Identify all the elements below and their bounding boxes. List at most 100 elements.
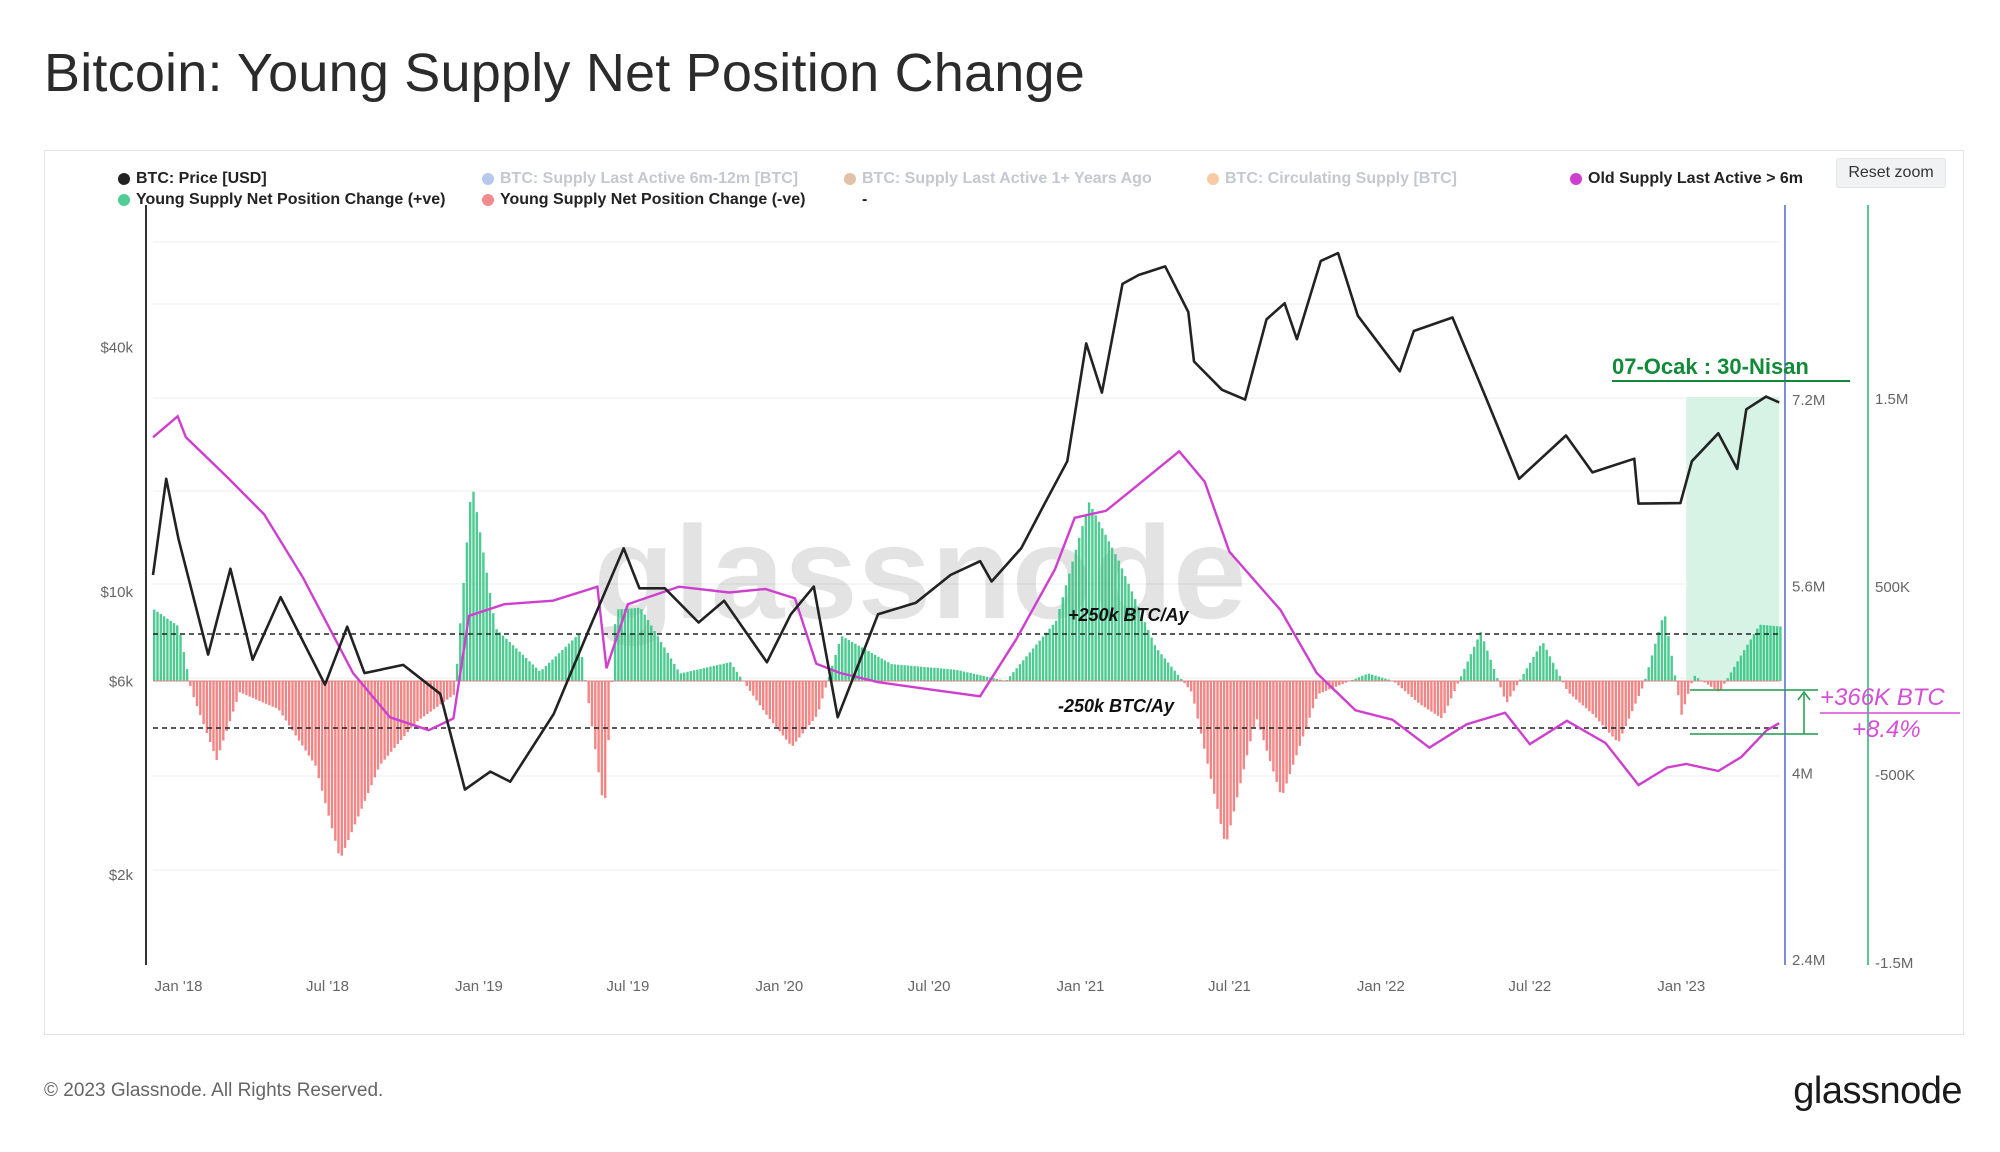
- net-position-bar: [620, 609, 623, 681]
- net-position-bar: [215, 681, 218, 760]
- net-position-bar: [798, 681, 801, 738]
- net-position-bar: [1035, 644, 1038, 681]
- net-position-bar: [1588, 681, 1591, 712]
- legend-item-price[interactable]: BTC: Price [USD]: [118, 170, 267, 188]
- net-position-bar: [192, 681, 195, 698]
- net-position-bar: [446, 681, 449, 700]
- net-position-bar: [1716, 681, 1719, 692]
- net-position-bar: [1746, 644, 1749, 681]
- plus-threshold-label: +250k BTC/Ay: [1068, 605, 1190, 625]
- net-position-bar: [1104, 534, 1107, 681]
- net-position-bar: [1058, 609, 1061, 681]
- net-position-bar: [228, 681, 232, 722]
- net-position-bar: [564, 646, 567, 681]
- net-position-bar: [613, 624, 617, 681]
- net-position-bar: [771, 681, 775, 724]
- legend-item-supply-6m-12m[interactable]: BTC: Supply Last Active 6m-12m [BTC]: [482, 170, 798, 188]
- net-position-bar: [1341, 681, 1344, 684]
- net-position-bar: [245, 681, 248, 696]
- net-position-bar: [1015, 668, 1018, 681]
- net-position-bar: [1762, 625, 1766, 681]
- net-position-bar: [854, 643, 857, 681]
- net-position-bar: [755, 681, 758, 701]
- net-position-bar: [1690, 681, 1693, 684]
- legend-item-circulating-supply[interactable]: BTC: Circulating Supply [BTC]: [1207, 170, 1457, 188]
- net-position-bar: [314, 681, 317, 766]
- net-position-bar: [419, 681, 422, 719]
- reset-zoom-button[interactable]: Reset zoom: [1836, 158, 1946, 188]
- x-tick-label: Jul '22: [1508, 978, 1551, 995]
- net-position-bar: [640, 609, 643, 681]
- net-position-bar: [396, 681, 399, 744]
- net-position-bar: [679, 673, 683, 681]
- net-position-bar: [1140, 614, 1143, 681]
- net-position-bar: [577, 634, 580, 681]
- net-position-bar: [189, 681, 192, 687]
- net-position-bar: [1361, 675, 1364, 681]
- net-position-bar: [1736, 661, 1739, 681]
- net-position-bar: [1492, 669, 1496, 681]
- y-axis-change: -1.5M -500K 500K 1.5M: [1875, 391, 1915, 972]
- net-position-bar: [814, 681, 818, 717]
- net-position-bar: [1380, 677, 1384, 681]
- net-position-bar: [1147, 629, 1150, 681]
- net-position-bar: [258, 681, 261, 701]
- net-position-bar: [297, 681, 301, 741]
- net-position-bar: [205, 681, 209, 733]
- net-position-bar: [406, 681, 409, 733]
- net-position-bar: [1519, 679, 1522, 681]
- net-position-bar: [1611, 681, 1614, 737]
- net-position-bar: [343, 681, 347, 848]
- net-position-bar: [264, 681, 268, 704]
- net-position-bar: [1555, 669, 1558, 681]
- net-position-bar: [1206, 681, 1209, 764]
- net-position-bar: [156, 611, 159, 681]
- net-position-bar: [521, 654, 525, 681]
- net-position-bar: [554, 656, 557, 681]
- net-position-bar: [1101, 528, 1104, 681]
- net-position-bar: [1259, 681, 1262, 730]
- net-position-bar: [903, 665, 906, 681]
- net-position-bar: [422, 681, 426, 717]
- net-position-bar: [172, 623, 176, 681]
- net-position-bar: [429, 681, 432, 712]
- net-position-bar: [1242, 681, 1245, 770]
- net-position-bar: [1229, 681, 1232, 826]
- net-position-bar: [284, 681, 288, 721]
- net-position-bar: [1450, 681, 1453, 699]
- net-position-bar: [1157, 650, 1160, 681]
- net-position-bar: [541, 669, 544, 681]
- net-position-bar: [1196, 681, 1199, 719]
- net-position-bar: [597, 681, 600, 773]
- legend-item-negative[interactable]: Young Supply Net Position Change (-ve): [482, 191, 805, 209]
- net-position-bar: [1134, 599, 1137, 681]
- net-position-bar: [1193, 681, 1196, 704]
- old-supply-line: [152, 414, 1780, 787]
- net-position-bar: [1710, 681, 1713, 687]
- legend-item-supply-1y[interactable]: BTC: Supply Last Active 1+ Years Ago: [844, 170, 1152, 188]
- net-position-bar: [636, 607, 640, 681]
- legend-item-old-supply[interactable]: Old Supply Last Active > 6m: [1570, 170, 1803, 188]
- net-position-bar: [1585, 681, 1588, 709]
- net-position-bar: [966, 672, 969, 681]
- net-position-bar: [1552, 662, 1555, 681]
- net-position-bar: [383, 681, 386, 760]
- net-position-bar: [778, 681, 781, 732]
- net-position-bar: [1627, 681, 1631, 719]
- net-position-bar: [1130, 591, 1134, 681]
- net-position-bar: [926, 667, 929, 681]
- legend-item-dash[interactable]: -: [862, 191, 867, 209]
- x-tick-label: Jan '19: [455, 978, 503, 995]
- net-position-bar: [528, 661, 531, 681]
- net-position-bar: [600, 681, 604, 796]
- x-tick-label: Jan '22: [1357, 978, 1405, 995]
- legend-item-positive[interactable]: Young Supply Net Position Change (+ve): [118, 191, 446, 209]
- net-position-bar: [1756, 628, 1759, 681]
- net-position-bar: [1245, 681, 1249, 756]
- net-position-bar: [1074, 549, 1078, 681]
- net-position-bar: [1199, 681, 1203, 734]
- net-position-bar: [1779, 626, 1782, 681]
- legend-label: Young Supply Net Position Change (-ve): [500, 191, 806, 208]
- net-position-bar: [525, 658, 528, 681]
- net-position-bar: [1631, 681, 1634, 712]
